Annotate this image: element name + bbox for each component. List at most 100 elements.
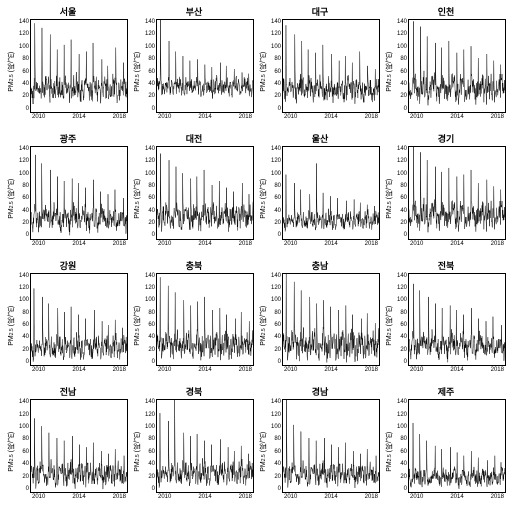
y-ticks: 140120100806040200 — [143, 273, 156, 378]
panel-title: 전북 — [386, 262, 506, 271]
x-tick: 2014 — [72, 241, 85, 251]
x-tick: 2018 — [113, 367, 126, 377]
y-tick: 100 — [143, 297, 155, 303]
y-axis-label: PM2.5 (㎍/㎥) — [260, 19, 269, 124]
x-tick: 2018 — [491, 114, 504, 124]
x-tick: 2010 — [410, 114, 423, 124]
y-ticks: 140120100806040200 — [395, 399, 408, 504]
x-tick: 2014 — [72, 494, 85, 504]
y-tick: 120 — [17, 31, 29, 37]
x-tick: 2014 — [324, 241, 337, 251]
x-tick: 2018 — [113, 241, 126, 251]
x-tick: 2014 — [198, 114, 211, 124]
y-tick: 80 — [269, 183, 281, 189]
y-tick: 0 — [17, 486, 29, 492]
y-tick: 40 — [143, 81, 155, 87]
y-ticks: 140120100806040200 — [395, 19, 408, 124]
y-tick: 120 — [395, 285, 407, 291]
y-axis-label: PM2.5 (㎍/㎥) — [260, 399, 269, 504]
y-tick: 120 — [395, 158, 407, 164]
y-tick: 20 — [17, 347, 29, 353]
panel-title: 충남 — [260, 262, 380, 271]
x-ticks: 201020142018 — [30, 493, 128, 504]
y-tick: 20 — [17, 474, 29, 480]
y-ticks: 140120100806040200 — [17, 273, 30, 378]
y-axis-label: PM2.5 (㎍/㎥) — [386, 399, 395, 504]
x-ticks: 201020142018 — [408, 366, 506, 377]
x-ticks: 201020142018 — [282, 113, 380, 124]
x-tick: 2018 — [491, 241, 504, 251]
series-line — [157, 400, 253, 488]
x-ticks: 201020142018 — [30, 366, 128, 377]
y-tick: 0 — [143, 486, 155, 492]
plot-area — [156, 146, 254, 240]
y-tick: 0 — [395, 359, 407, 365]
x-tick: 2010 — [158, 494, 171, 504]
chart-panel: 서울PM2.5 (㎍/㎥)140120100806040200201020142… — [8, 8, 128, 125]
y-tick: 120 — [269, 31, 281, 37]
x-tick: 2010 — [32, 367, 45, 377]
y-tick: 20 — [269, 474, 281, 480]
x-ticks: 201020142018 — [408, 493, 506, 504]
x-ticks: 201020142018 — [282, 366, 380, 377]
y-tick: 140 — [269, 19, 281, 25]
y-tick: 40 — [395, 334, 407, 340]
x-tick: 2010 — [284, 114, 297, 124]
y-tick: 140 — [269, 146, 281, 152]
y-tick: 100 — [17, 44, 29, 50]
plot-area — [408, 399, 506, 493]
y-axis-label: PM2.5 (㎍/㎥) — [8, 146, 17, 251]
x-tick: 2010 — [158, 367, 171, 377]
y-tick: 60 — [395, 322, 407, 328]
y-tick: 20 — [143, 220, 155, 226]
x-tick: 2014 — [198, 367, 211, 377]
y-ticks: 140120100806040200 — [17, 399, 30, 504]
series-line — [31, 419, 127, 490]
y-tick: 100 — [395, 171, 407, 177]
y-tick: 60 — [17, 195, 29, 201]
series-line — [157, 153, 253, 231]
y-tick: 60 — [269, 195, 281, 201]
y-tick: 80 — [143, 436, 155, 442]
plot-area — [30, 19, 128, 113]
y-tick: 40 — [395, 81, 407, 87]
x-tick: 2014 — [450, 114, 463, 124]
y-axis-label: PM2.5 (㎍/㎥) — [134, 19, 143, 124]
chart-panel: 경기PM2.5 (㎍/㎥)140120100806040200201020142… — [386, 135, 506, 252]
y-tick: 80 — [269, 436, 281, 442]
y-tick: 120 — [143, 285, 155, 291]
series-line — [409, 21, 505, 105]
y-tick: 20 — [143, 347, 155, 353]
series-line — [157, 20, 253, 99]
plot-area — [408, 273, 506, 367]
y-tick: 120 — [395, 31, 407, 37]
y-tick: 60 — [143, 449, 155, 455]
y-tick: 100 — [395, 424, 407, 430]
y-tick: 20 — [17, 220, 29, 226]
x-tick: 2010 — [32, 114, 45, 124]
chart-panel: 경북PM2.5 (㎍/㎥)140120100806040200201020142… — [134, 388, 254, 505]
y-tick: 60 — [17, 69, 29, 75]
y-tick: 120 — [143, 412, 155, 418]
x-tick: 2018 — [491, 367, 504, 377]
x-tick: 2010 — [32, 494, 45, 504]
plot-area — [30, 399, 128, 493]
chart-panel: 강원PM2.5 (㎍/㎥)140120100806040200201020142… — [8, 262, 128, 379]
y-tick: 80 — [143, 183, 155, 189]
panel-title: 경남 — [260, 388, 380, 397]
plot-area — [282, 399, 380, 493]
x-tick: 2018 — [365, 367, 378, 377]
plot-area — [30, 146, 128, 240]
panel-title: 대구 — [260, 8, 380, 17]
y-tick: 60 — [269, 322, 281, 328]
y-ticks: 140120100806040200 — [143, 399, 156, 504]
y-tick: 0 — [269, 486, 281, 492]
plot-area — [282, 19, 380, 113]
x-tick: 2018 — [365, 114, 378, 124]
y-tick: 40 — [143, 461, 155, 467]
panel-title: 충북 — [134, 262, 254, 271]
series-line — [157, 277, 253, 360]
y-tick: 0 — [269, 106, 281, 112]
y-tick: 60 — [395, 69, 407, 75]
y-tick: 100 — [269, 44, 281, 50]
